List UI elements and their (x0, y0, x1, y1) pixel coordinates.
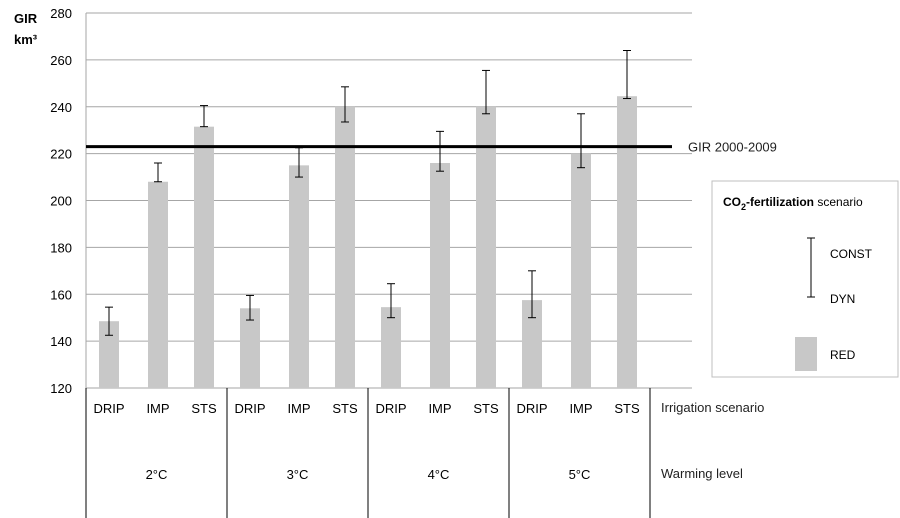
bar (99, 321, 119, 388)
irrigation-tick-label: STS (332, 401, 358, 416)
bar (476, 106, 496, 388)
y-tick-label: 240 (50, 100, 72, 115)
warming-tick-label: 2°C (146, 467, 168, 482)
warming-tick-label: 4°C (428, 467, 450, 482)
y-axis-title-line2: km³ (14, 32, 38, 47)
legend-title-co: CO (723, 195, 741, 209)
irrigation-labels: DRIP IMP STS DRIP IMP STS DRIP IMP STS DRIP IMP STS (93, 401, 639, 416)
category-dividers (85, 388, 651, 518)
bars (99, 96, 637, 388)
irrigation-tick-label: DRIP (93, 401, 124, 416)
bar (194, 126, 214, 388)
bar (289, 165, 309, 388)
warming-axis-label: Warming level (661, 466, 743, 481)
bar (617, 96, 637, 388)
legend: CO2-fertilization scenario CONST DYN RED (711, 180, 899, 378)
legend-title-suffix: scenario (814, 195, 863, 209)
warming-tick-label: 5°C (569, 467, 591, 482)
y-tick-label: 120 (50, 381, 72, 396)
reference-line-group: GIR 2000-2009 (86, 140, 777, 155)
legend-const-label: CONST (830, 247, 873, 261)
bar (335, 106, 355, 388)
y-tick-label: 140 (50, 334, 72, 349)
y-axis-title-line1: GIR (14, 11, 38, 26)
legend-title: CO2-fertilization scenario (723, 195, 863, 212)
error-bars (105, 50, 631, 336)
y-tick-label: 280 (50, 6, 72, 21)
bar (522, 300, 542, 388)
bar (430, 163, 450, 388)
irrigation-tick-label: IMP (287, 401, 310, 416)
irrigation-tick-label: IMP (146, 401, 169, 416)
irrigation-tick-label: STS (614, 401, 640, 416)
legend-title-bold: -fertilization (746, 195, 814, 209)
y-tick-label: 260 (50, 53, 72, 68)
irrigation-tick-label: DRIP (234, 401, 265, 416)
y-axis-ticks: 120 140 160 180 200 220 240 260 280 (50, 6, 72, 396)
reference-line-label: GIR 2000-2009 (688, 140, 777, 155)
irrigation-axis-label: Irrigation scenario (661, 400, 764, 415)
y-tick-label: 180 (50, 240, 72, 255)
warming-labels: 2°C 3°C 4°C 5°C (146, 467, 591, 482)
irrigation-tick-label: STS (473, 401, 499, 416)
legend-red-label: RED (830, 348, 856, 362)
y-axis-title: GIR km³ (14, 11, 38, 47)
irrigation-tick-label: IMP (428, 401, 451, 416)
legend-red-swatch (795, 337, 817, 371)
irrigation-tick-label: STS (191, 401, 217, 416)
irrigation-tick-label: IMP (569, 401, 592, 416)
bar (381, 307, 401, 388)
irrigation-tick-label: DRIP (375, 401, 406, 416)
y-tick-label: 160 (50, 287, 72, 302)
irrigation-tick-label: DRIP (516, 401, 547, 416)
y-tick-label: 200 (50, 194, 72, 209)
bar (148, 181, 168, 388)
y-tick-label: 220 (50, 147, 72, 162)
warming-tick-label: 3°C (287, 467, 309, 482)
gridlines (85, 12, 692, 389)
legend-title-subscript: 2 (741, 202, 746, 212)
bar (571, 153, 591, 388)
bar (240, 308, 260, 388)
legend-dyn-label: DYN (830, 292, 855, 306)
